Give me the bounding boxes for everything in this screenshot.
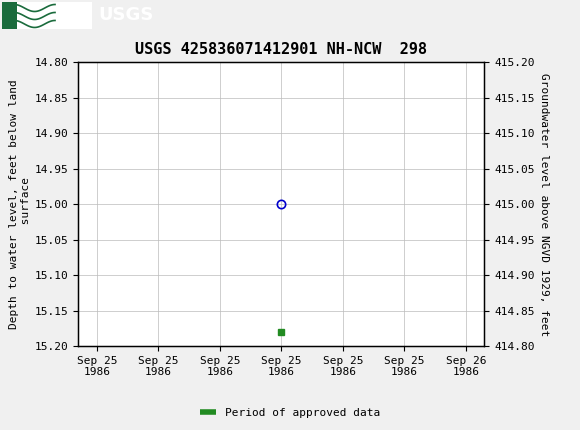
Bar: [2, 2, 17, 29]
Title: USGS 425836071412901 NH-NCW  298: USGS 425836071412901 NH-NCW 298: [135, 42, 427, 57]
Y-axis label: Depth to water level, feet below land
 surface: Depth to water level, feet below land su…: [9, 80, 31, 329]
Legend: Period of approved data: Period of approved data: [195, 403, 385, 422]
Text: USGS: USGS: [98, 6, 153, 25]
Y-axis label: Groundwater level above NGVD 1929, feet: Groundwater level above NGVD 1929, feet: [539, 73, 549, 336]
Bar: [2, 2, 92, 29]
